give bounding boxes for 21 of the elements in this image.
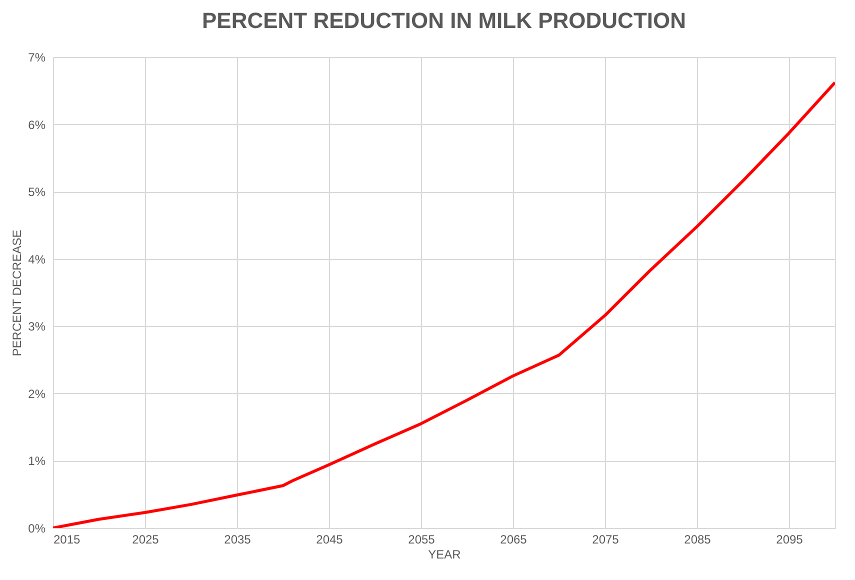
y-tick-label: 7% (28, 50, 46, 64)
y-tick-label: 6% (28, 118, 46, 132)
x-tick-label: 2025 (132, 532, 160, 546)
y-axis-title: PERCENT DECREASE (10, 230, 24, 356)
y-tick-label: 5% (28, 185, 46, 200)
x-tick-label: 2075 (592, 532, 620, 546)
y-tick-label: 1% (28, 454, 46, 468)
x-tick-label: 2095 (776, 532, 804, 546)
y-tick-label: 4% (28, 252, 46, 266)
x-axis-title: YEAR (428, 548, 462, 562)
x-tick-label: 2015 (54, 532, 81, 546)
y-tick-label: 0% (28, 522, 46, 536)
x-tick-label: 2035 (224, 532, 252, 546)
x-tick-label: 2045 (316, 532, 344, 546)
line-series (53, 81, 835, 528)
y-tick-label: 2% (28, 386, 46, 401)
x-tick-label: 2055 (408, 532, 436, 546)
y-tick-label: 3% (28, 320, 46, 334)
chart-title: PERCENT REDUCTION IN MILK PRODUCTION (202, 8, 686, 33)
x-tick-label: 2065 (500, 532, 528, 546)
x-tick-label: 2085 (684, 532, 712, 546)
